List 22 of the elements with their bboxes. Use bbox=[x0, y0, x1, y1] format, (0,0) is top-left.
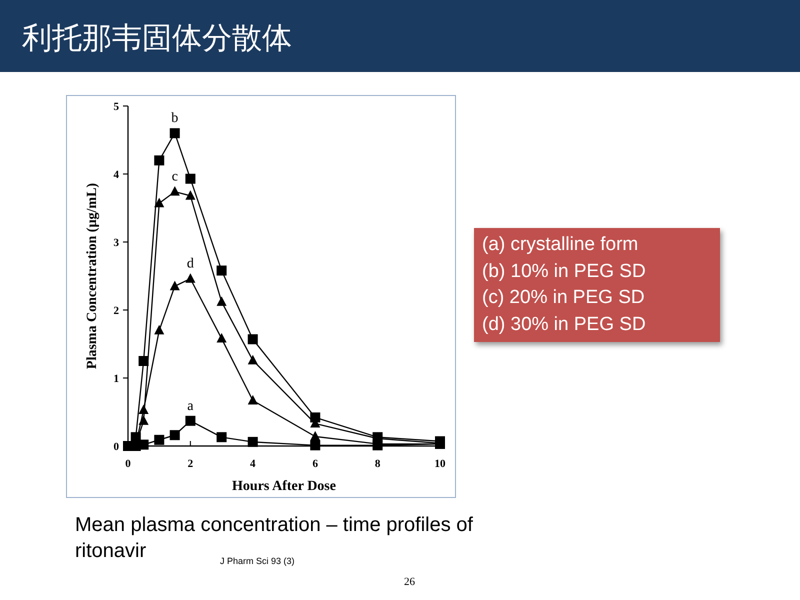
chart-title: 利托那韦固体分散体 bbox=[22, 20, 292, 58]
text: (a) crystalline form bbox=[482, 233, 640, 257]
x-tick-label: 10 bbox=[434, 458, 446, 470]
text: (d) 30% in PEG SD bbox=[482, 312, 647, 336]
y-tick-label: 2 bbox=[114, 305, 120, 317]
y-tick-label: 1 bbox=[114, 373, 119, 385]
x-tick-label: 4 bbox=[250, 458, 256, 470]
x-tick-label: 2 bbox=[188, 458, 194, 470]
x-axis-title: Hours After Dose bbox=[232, 479, 336, 494]
text: J Pharm Sci 93 (3) bbox=[220, 556, 295, 566]
y-tick-label: 5 bbox=[114, 101, 120, 113]
x-tick-label: 0 bbox=[125, 458, 132, 470]
text: (c) 20% in PEG SD bbox=[482, 286, 646, 310]
y-axis-title: Plasma Concentration (µg/mL) bbox=[85, 182, 100, 370]
series-label: b bbox=[171, 111, 178, 126]
x-tick-label: 8 bbox=[374, 458, 381, 470]
y-tick-label: 4 bbox=[114, 169, 120, 181]
y-tick-label: 0 bbox=[114, 441, 120, 453]
text: 26 bbox=[404, 576, 415, 588]
x-tick-label: 6 bbox=[312, 458, 318, 470]
text: (b) 10% in PEG SD bbox=[482, 260, 647, 284]
y-tick-label: 3 bbox=[114, 237, 120, 249]
